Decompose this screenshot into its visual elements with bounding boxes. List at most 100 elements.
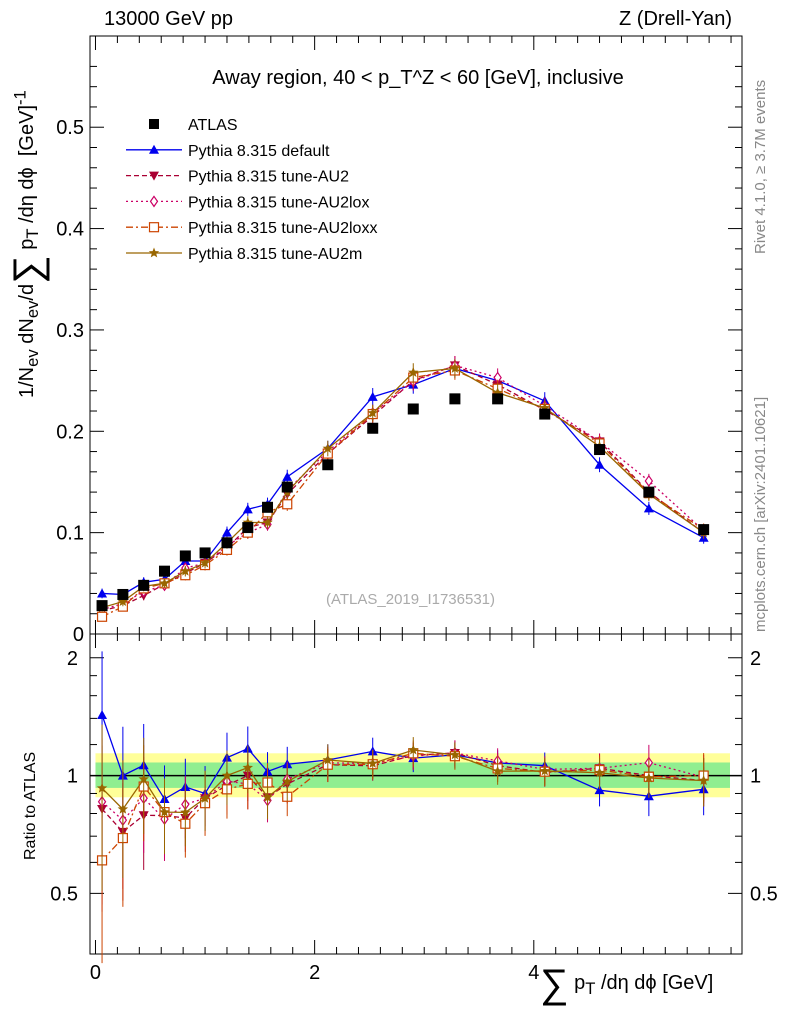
atlas-data-point [322, 459, 334, 471]
series-point [242, 504, 253, 514]
rivet-version-label: Rivet 4.1.0, ≥ 3.7M events [752, 79, 769, 254]
y-tick-label: 0.2 [56, 421, 84, 443]
series-point [594, 459, 605, 469]
series-point [199, 557, 211, 568]
ratio-tick-label: 2 [67, 648, 78, 670]
ratio-point [408, 744, 419, 755]
series-point [644, 474, 654, 487]
ratio-point [159, 806, 170, 817]
y-tick-label: 0.1 [56, 523, 84, 545]
series-line [101, 364, 705, 611]
series-point [322, 443, 333, 453]
atlas-data-point [221, 537, 233, 549]
ratio-point [242, 762, 253, 773]
ratio-point [449, 749, 461, 760]
atlas-data-point [199, 547, 211, 559]
ratio-point [221, 770, 233, 780]
legend-label: Pythia 8.315 tune-AU2 [188, 169, 349, 186]
legend-label: Pythia 8.315 tune-AU2loxx [188, 220, 377, 237]
series-point [180, 565, 191, 576]
x-tick-label: 0 [90, 962, 101, 984]
legend-marker [149, 195, 159, 208]
ratio-tick-label: 0.5 [50, 883, 78, 905]
ratio-plot-frame [89, 633, 743, 955]
ratio-y-axis-label: Ratio to ATLAS [22, 751, 39, 860]
series-line [102, 367, 704, 596]
chart-title: Away region, 40 < p_T^Z < 60 [GeV], incl… [212, 67, 623, 89]
series-point [96, 611, 108, 622]
atlas-data-point [159, 565, 171, 577]
series-point [221, 527, 232, 537]
mcplots-label: mcplots.cern.ch [arXiv:2401.10621] [752, 396, 769, 632]
ratio-point [96, 782, 108, 793]
series-point [367, 391, 378, 401]
ratio-point [492, 765, 503, 776]
ratio-tick-label-right: 1 [750, 766, 761, 788]
series-line [101, 367, 705, 609]
ratio-point [138, 773, 149, 784]
y-tick-label: 0 [73, 624, 84, 646]
ratio-point [322, 754, 333, 765]
atlas-data-point [367, 422, 379, 434]
series-point [97, 588, 108, 598]
ratio-point [698, 775, 709, 785]
atlas-data-point [262, 501, 274, 513]
ratio-point [97, 709, 108, 719]
atlas-data-point [492, 393, 504, 405]
legend-marker [149, 144, 159, 154]
series-point [492, 387, 503, 398]
ratio-point [117, 803, 129, 814]
atlas-data-point [407, 403, 419, 415]
atlas-data-point [138, 579, 150, 591]
legend: ATLAS Pythia 8.315 default Pythia 8.315 tu… [126, 117, 377, 263]
legend-marker [149, 119, 159, 129]
y-tick-label: 0.5 [56, 117, 84, 139]
series-point [242, 517, 253, 527]
ratio-tick-label-right: 0.5 [750, 883, 778, 905]
ratio-point [180, 806, 191, 817]
atlas-data-point [594, 444, 606, 456]
series-point [159, 577, 170, 588]
legend-marker [149, 171, 159, 181]
series-3 [96, 361, 709, 964]
legend-label: Pythia 8.315 tune-AU2m [188, 246, 362, 263]
series-point [262, 517, 273, 527]
series-point [539, 402, 550, 413]
atlas-data-point [539, 408, 551, 420]
atlas-data-point [96, 600, 108, 612]
ratio-point [594, 785, 605, 795]
ratio-point [539, 765, 550, 776]
ratio-point [199, 792, 211, 803]
series-point [449, 362, 461, 373]
atlas-data-point [698, 524, 710, 536]
atlas-data-point [281, 481, 293, 493]
ratio-point [594, 767, 605, 778]
series-point [117, 596, 129, 606]
legend-label: Pythia 8.315 default [188, 143, 330, 160]
series-point [408, 367, 419, 377]
atlas-data-point [449, 393, 461, 405]
y-tick-label: 0.4 [56, 219, 84, 241]
series-line [101, 364, 705, 612]
analysis-id-label: (ATLAS_2019_I1736531) [326, 591, 496, 608]
series-line [101, 369, 705, 618]
main-y-axis-label: 1/Nev dNev/d∑ pT /dη dϕ [GeV]-1 [6, 90, 50, 398]
legend-marker [148, 247, 160, 258]
x-tick-label: 4 [528, 962, 539, 984]
atlas-data-point [179, 550, 191, 562]
x-axis-label: ∑ pT /dη dϕ [GeV] [540, 962, 714, 1006]
atlas-data-point [117, 588, 129, 600]
ratio-point [367, 757, 378, 768]
y-tick-label: 0.3 [56, 320, 84, 342]
series-point [367, 407, 378, 418]
ratio-point [643, 772, 655, 783]
ratio-point [282, 776, 293, 786]
energy-label: 13000 GeV pp [104, 8, 233, 30]
atlas-data-point [242, 522, 254, 534]
series-point [282, 471, 293, 481]
legend-label: Pythia 8.315 tune-AU2lox [188, 194, 369, 211]
atlas-data-point [643, 486, 655, 498]
atlas-data [96, 393, 710, 612]
ratio-tick-label-right: 2 [750, 648, 761, 670]
